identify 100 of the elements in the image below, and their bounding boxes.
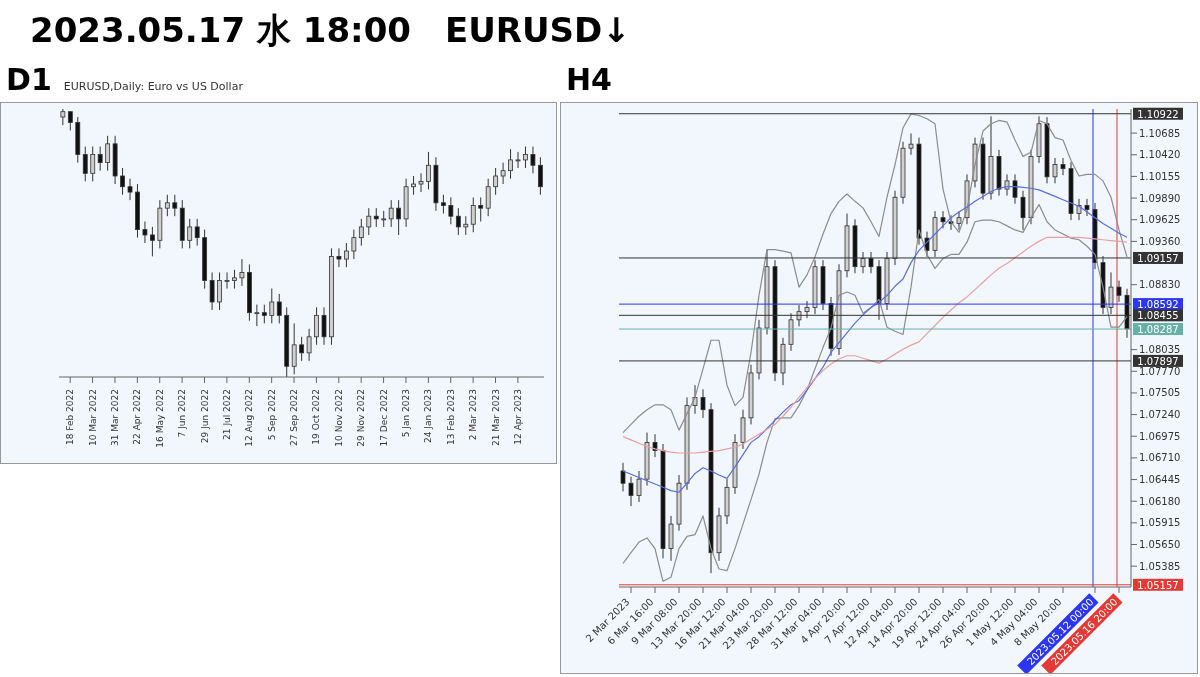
candlestick — [299, 336, 305, 362]
candlestick — [97, 146, 103, 172]
ref-line-label: 1.08455 — [1137, 310, 1179, 322]
candlestick — [523, 146, 528, 169]
candlestick — [1084, 198, 1090, 217]
candlestick — [1060, 157, 1066, 176]
text: 2023.05.17 水 18:00 EURUSD↓ — [30, 9, 632, 52]
candlestick — [306, 328, 312, 362]
chart-title: D1 — [6, 62, 52, 97]
candlestick — [948, 214, 954, 231]
x-tick-label: 16 May 2022 — [154, 389, 165, 448]
candlestick — [500, 162, 506, 185]
candlestick — [269, 288, 275, 324]
candlestick — [538, 156, 543, 196]
candlestick — [232, 269, 237, 290]
y-tick-label: 1.10420 — [1139, 149, 1181, 161]
candlestick — [67, 111, 73, 131]
candlestick — [463, 215, 469, 236]
y-tick-label: 1.07770 — [1139, 365, 1181, 377]
ref-line-label: 1.09157 — [1137, 252, 1179, 264]
candlestick — [455, 207, 461, 236]
candlestick — [508, 148, 513, 180]
candlestick — [60, 109, 66, 126]
ref-line-label: 1.08287 — [1137, 324, 1179, 336]
y-tick-label: 1.09625 — [1139, 214, 1181, 226]
y-tick-label: 1.06975 — [1139, 430, 1181, 442]
candlestick — [530, 146, 536, 174]
y-tick-label: 1.10685 — [1139, 127, 1181, 139]
candlestick — [194, 218, 200, 247]
candlestick — [700, 388, 706, 419]
candlestick — [164, 194, 170, 217]
y-tick-label: 1.08830 — [1139, 279, 1181, 291]
y-tick-label: 1.05650 — [1139, 539, 1181, 551]
x-tick-label: 27 Sep 2022 — [289, 389, 300, 447]
candlestick — [956, 210, 962, 231]
x-tick-label: 29 Jun 2022 — [199, 389, 210, 444]
candlestick — [172, 194, 178, 217]
y-tick-label: 1.05915 — [1139, 517, 1181, 529]
y-tick-label: 1.06445 — [1139, 474, 1181, 486]
y-tick-label: 1.10155 — [1139, 170, 1181, 182]
candlestick — [321, 306, 327, 346]
candlestick — [478, 196, 484, 223]
candlestick — [127, 178, 133, 201]
candlestick — [291, 322, 297, 375]
candlestick — [620, 462, 626, 492]
candlestick — [628, 476, 634, 507]
x-tick-label: 12 Apr 2023 — [512, 389, 523, 445]
candlestick — [940, 210, 946, 229]
candlestick — [351, 229, 357, 260]
x-tick-label: 17 Dec 2022 — [378, 389, 389, 447]
x-tick-label: 7 Jun 2022 — [177, 389, 188, 438]
candlestick — [448, 196, 454, 225]
candlestick — [485, 178, 491, 217]
x-tick-label: 22 Apr 2022 — [132, 389, 143, 445]
y-tick-label: 1.05385 — [1139, 560, 1181, 572]
ref-line-label: 1.05157 — [1137, 579, 1179, 591]
candlestick — [388, 199, 394, 228]
candlestick — [411, 175, 416, 196]
candlestick — [908, 133, 914, 156]
candlestick — [209, 271, 215, 311]
candlestick — [142, 221, 148, 244]
x-tick-label: 29 Nov 2022 — [356, 389, 367, 447]
candlestick — [82, 146, 88, 182]
x-tick-label: 5 Jan 2023 — [400, 389, 411, 438]
candlestick — [358, 218, 364, 247]
candlestick — [120, 167, 125, 196]
candlestick — [1116, 280, 1122, 303]
x-tick-label: 24 Jan 2023 — [423, 389, 434, 443]
candlestick — [224, 271, 230, 290]
y-tick-label: 1.08035 — [1139, 344, 1181, 356]
y-tick-label: 1.06710 — [1139, 452, 1181, 464]
x-tick-label: 31 Mar 2022 — [109, 389, 120, 447]
candlestick — [314, 306, 319, 346]
y-tick-label: 1.09890 — [1139, 192, 1181, 204]
x-tick-label: 21 Mar 2023 — [490, 389, 501, 447]
line-series — [622, 236, 1128, 454]
candlestick — [1004, 173, 1010, 197]
x-tick-label: 13 Feb 2023 — [445, 389, 456, 446]
candlestick — [1012, 173, 1018, 205]
candlestick — [515, 151, 521, 169]
x-tick-label: 21 Jul 2022 — [221, 389, 232, 440]
x-tick-label: 10 Nov 2022 — [333, 389, 344, 447]
line-series — [622, 113, 1128, 434]
candlestick — [441, 194, 446, 215]
candlestick — [418, 172, 424, 193]
candlestick — [239, 258, 245, 287]
x-tick-label: 5 Sep 2022 — [266, 389, 277, 441]
candlestick — [217, 271, 222, 311]
ref-line-label: 1.07897 — [1137, 355, 1179, 367]
candlestick — [261, 304, 267, 324]
candlestick — [150, 226, 155, 257]
candlestick — [636, 470, 642, 503]
candlestick — [336, 247, 342, 268]
x-tick-label: 2 Mar 2023 — [468, 389, 479, 441]
candlestick — [254, 304, 260, 327]
candlestick — [344, 242, 349, 268]
candlestick — [105, 135, 111, 172]
x-tick-label: 19 Oct 2022 — [311, 389, 322, 445]
chart-subtitle: EURUSD,Daily: Euro vs US Dollar — [63, 80, 243, 93]
candlestick — [426, 151, 431, 190]
